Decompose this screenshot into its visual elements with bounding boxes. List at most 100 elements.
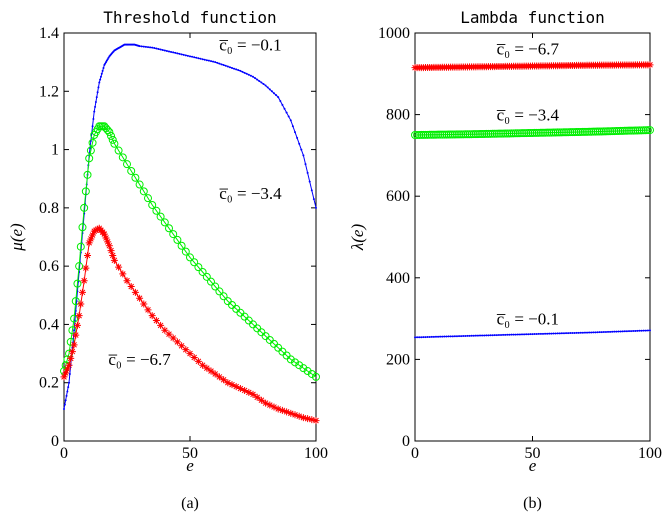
data-point <box>476 334 479 337</box>
data-point <box>425 130 434 139</box>
data-point <box>428 335 431 338</box>
data-point <box>448 130 457 139</box>
data-point <box>228 381 236 389</box>
data-point <box>585 127 594 136</box>
data-point <box>160 218 169 227</box>
data-point <box>522 129 531 138</box>
data-point <box>78 288 86 296</box>
data-point <box>169 230 178 239</box>
data-point <box>216 61 219 64</box>
data-point <box>642 329 645 332</box>
data-point <box>279 100 282 102</box>
data-point <box>606 127 615 136</box>
data-point <box>620 126 629 135</box>
data-point <box>64 399 67 402</box>
data-point <box>127 283 135 291</box>
data-point <box>599 127 608 136</box>
data-point <box>203 364 211 372</box>
data-point <box>575 331 578 334</box>
y-tick-label: 0.6 <box>39 258 59 275</box>
data-point <box>256 78 259 81</box>
data-point <box>100 72 103 75</box>
data-point <box>107 247 115 255</box>
data-point <box>577 331 580 334</box>
data-point <box>632 330 635 333</box>
data-point <box>491 334 494 337</box>
data-point <box>417 130 426 139</box>
data-point <box>473 130 482 139</box>
data-point <box>123 160 131 169</box>
data-point <box>641 126 650 135</box>
data-point <box>98 81 101 84</box>
data-point <box>440 130 449 139</box>
axes-frame <box>414 32 651 442</box>
data-point <box>299 414 307 422</box>
data-point <box>646 126 654 135</box>
data-point <box>607 330 610 333</box>
data-point <box>73 319 76 322</box>
data-point <box>177 241 186 250</box>
data-point <box>518 333 521 336</box>
data-point <box>68 326 77 335</box>
data-point <box>254 77 257 80</box>
data-point <box>105 242 113 250</box>
data-point <box>170 50 173 53</box>
data-point <box>262 399 270 407</box>
data-point <box>421 130 430 139</box>
data-point <box>308 180 311 183</box>
data-point <box>260 81 263 84</box>
data-point <box>455 335 458 338</box>
data-point <box>546 332 549 335</box>
data-point <box>186 54 189 57</box>
data-point <box>467 130 476 139</box>
data-point <box>99 78 102 81</box>
data-point <box>211 282 220 291</box>
data-point <box>281 103 284 106</box>
data-point <box>91 125 94 128</box>
data-point <box>479 334 482 337</box>
data-point <box>231 66 233 69</box>
y-tick-label: 1.4 <box>39 25 59 42</box>
data-point <box>211 370 219 378</box>
data-point <box>72 331 80 339</box>
data-point <box>165 49 168 52</box>
data-point <box>499 129 508 138</box>
data-point <box>637 126 646 135</box>
data-point <box>249 390 257 398</box>
series-annotation: c̅₀ = −0.1 <box>219 35 282 54</box>
data-point <box>155 47 158 50</box>
data-point <box>90 227 98 235</box>
data-point <box>458 335 461 338</box>
data-point <box>304 415 312 423</box>
data-point <box>639 126 648 135</box>
data-point <box>520 129 529 138</box>
data-point <box>138 45 141 48</box>
data-point <box>82 264 90 272</box>
data-point <box>516 333 519 336</box>
data-point <box>294 131 296 134</box>
data-point <box>466 334 469 337</box>
data-point <box>601 127 610 136</box>
data-point <box>298 142 301 145</box>
data-point <box>633 126 642 135</box>
data-point <box>67 386 70 389</box>
data-point <box>194 263 203 272</box>
data-point <box>588 331 591 334</box>
data-point <box>495 334 498 337</box>
data-point <box>619 330 622 333</box>
data-point <box>518 129 527 138</box>
data-point <box>199 361 207 369</box>
data-point <box>68 348 76 356</box>
data-point <box>127 166 136 175</box>
data-point <box>66 390 69 393</box>
data-point <box>436 130 445 139</box>
data-point <box>443 335 446 338</box>
data-point <box>556 332 559 335</box>
data-point <box>434 335 437 338</box>
data-point <box>286 355 295 364</box>
data-point <box>85 154 94 163</box>
data-point <box>568 128 577 137</box>
data-point <box>144 194 152 203</box>
data-point <box>163 49 166 52</box>
data-point <box>107 131 116 140</box>
